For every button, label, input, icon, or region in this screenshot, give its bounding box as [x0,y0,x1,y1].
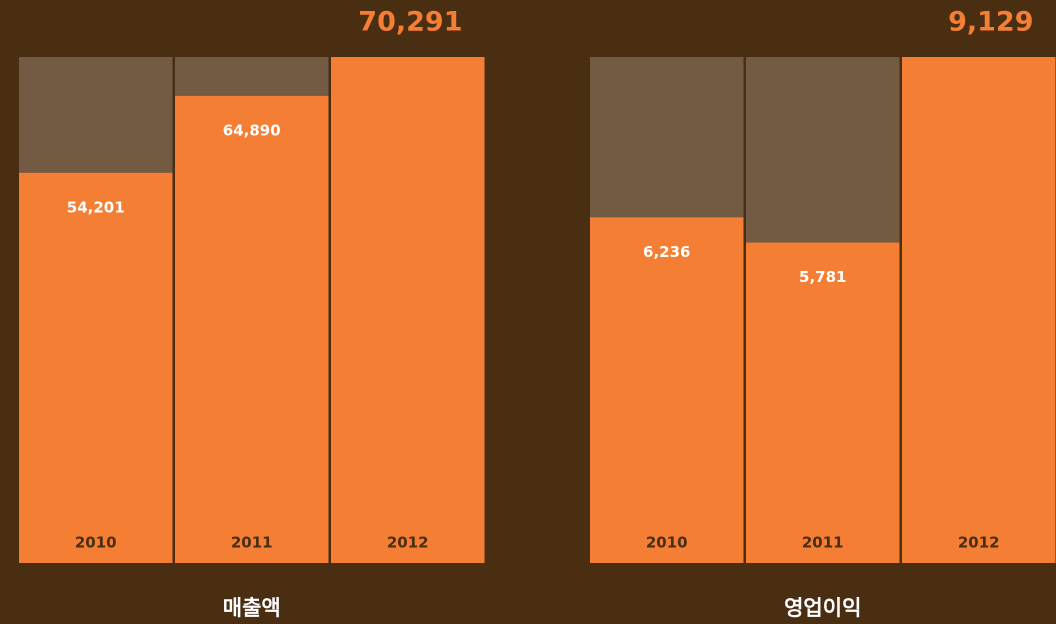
chart-title: 매출액 [223,596,281,620]
category-label: 2011 [802,534,844,552]
value-label: 70,291 [358,7,462,38]
bar [331,57,485,563]
bar [902,57,1056,563]
value-label: 6,236 [643,243,690,261]
category-label: 2012 [958,534,1000,552]
value-label: 54,201 [67,198,125,216]
category-label: 2010 [75,534,117,552]
bar [175,95,329,563]
category-label: 2010 [646,534,688,552]
bar [590,217,744,563]
value-label: 9,129 [948,7,1033,38]
value-label: 5,781 [799,268,846,286]
category-label: 2012 [387,534,429,552]
bar [746,242,900,563]
category-label: 2011 [231,534,273,552]
value-label: 64,890 [223,121,281,139]
bar [19,172,173,563]
chart-title: 영업이익 [784,596,861,620]
